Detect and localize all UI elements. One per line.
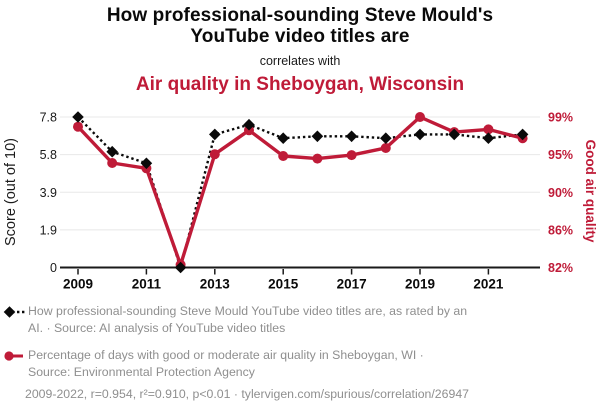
legend-label-air-quality-series: Percentage of days with good or moderate… <box>28 347 424 381</box>
right-axis-tick-label: 99% <box>548 111 573 125</box>
right-axis-tick-label: 90% <box>548 186 573 200</box>
legend-item-score-series: How professional-sounding Steve Mould Yo… <box>3 303 597 337</box>
air-quality-data-point <box>278 151 289 161</box>
legend-item-air-quality-series: Percentage of days with good or moderate… <box>3 347 597 381</box>
air-quality-data-point <box>415 112 425 122</box>
correlates-with-text: correlates with <box>259 54 341 68</box>
score-data-point <box>243 118 255 131</box>
x-tick-label: 2019 <box>405 277 435 292</box>
right-axis-title: Good air quality <box>583 140 598 243</box>
chart-title: How professional-sounding Steve Mould's … <box>0 5 600 47</box>
air-quality-data-point <box>107 158 118 168</box>
air-quality-data-point <box>483 124 494 135</box>
air-quality-data-point <box>73 121 83 132</box>
chart-legend: How professional-sounding Steve Mould Yo… <box>3 303 597 391</box>
x-tick-label: 2011 <box>132 277 162 292</box>
legend-label-line: AI. · Source: AI analysis of YouTube vid… <box>28 321 286 335</box>
score-data-point <box>345 130 358 143</box>
black-diamond-dotted-series-marker-icon <box>3 306 25 318</box>
score-data-point <box>414 128 426 141</box>
score-data-point <box>72 111 84 123</box>
right-axis-tick-label: 86% <box>548 223 573 237</box>
air-quality-data-point <box>312 153 323 164</box>
score-data-point <box>174 261 187 274</box>
legend-label-line: How professional-sounding Steve Mould Yo… <box>28 304 468 318</box>
x-tick-label: 2015 <box>268 277 299 292</box>
left-axis-tick-label: 1.9 <box>40 223 57 237</box>
air-quality-series-line <box>76 115 524 267</box>
x-tick-label: 2017 <box>337 277 367 292</box>
legend-label-line: Source: Environmental Protection Agency <box>28 365 255 379</box>
chart-subtitle: Air quality in Sheboygan, Wisconsin <box>135 74 465 95</box>
score-data-point <box>380 132 392 144</box>
left-axis-tick-label: 5.8 <box>40 148 57 162</box>
chart-title-line-2: YouTube video titles are <box>190 26 410 47</box>
chart-header: How professional-sounding Steve Mould's … <box>0 5 600 96</box>
score-data-point <box>311 130 324 143</box>
chart-title-line-1: How professional-sounding Steve Mould's <box>106 5 494 26</box>
air-quality-data-point <box>380 143 391 153</box>
score-data-point <box>140 157 153 170</box>
score-data-point <box>106 145 118 158</box>
left-axis-tick-label: 7.8 <box>40 111 57 125</box>
x-tick-label: 2021 <box>473 277 504 292</box>
score-data-point <box>448 128 460 141</box>
right-axis-tick-label: 82% <box>548 261 573 275</box>
legend-label-line: Percentage of days with good or moderate… <box>28 348 424 362</box>
score-data-point <box>482 132 495 144</box>
score-data-point <box>516 128 529 141</box>
legend-label-score-series: How professional-sounding Steve Mould Yo… <box>28 303 467 337</box>
score-data-point <box>209 128 221 141</box>
air-quality-data-point <box>346 150 357 161</box>
x-tick-label: 2013 <box>200 277 231 292</box>
left-axis-tick-label: 3.9 <box>40 186 57 200</box>
air-quality-data-point <box>209 149 220 160</box>
chart-footnote: 2009-2022, r=0.954, r²=0.910, p<0.01 · t… <box>25 387 469 401</box>
left-axis-tick-label: 0 <box>50 261 57 275</box>
x-tick-label: 2009 <box>63 277 93 292</box>
right-axis-tick-label: 95% <box>548 148 573 162</box>
red-circle-solid-series-marker-icon <box>4 351 23 361</box>
left-axis-title: Score (out of 10) <box>3 138 19 246</box>
score-data-point <box>277 132 289 144</box>
